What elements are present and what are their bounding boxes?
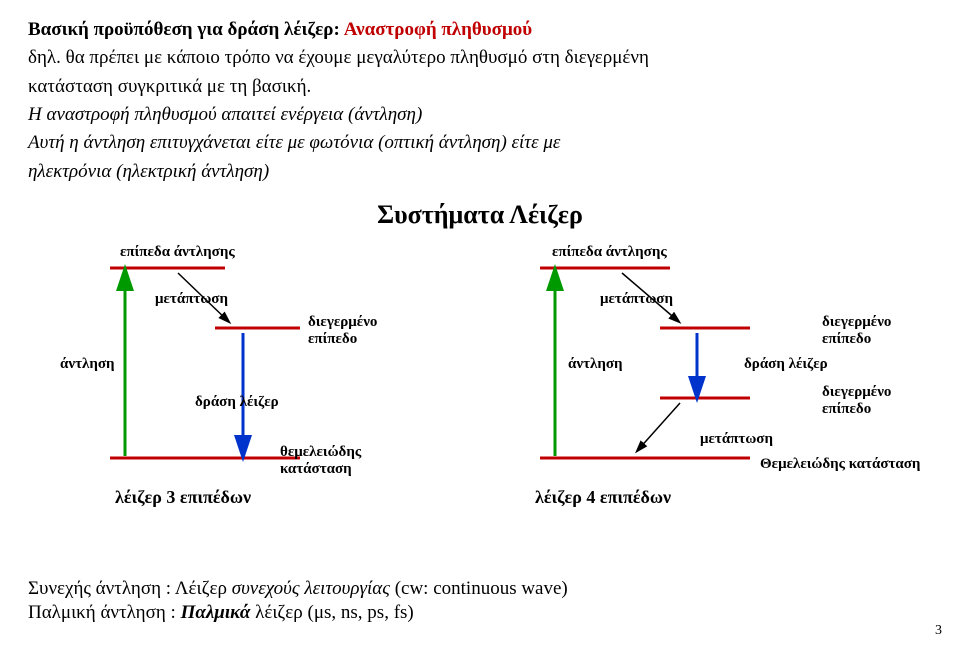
- bottom-2c: λέιζερ (μs, ns, ps, fs): [255, 602, 414, 623]
- l4-excited-label1: διεγερμένο: [822, 314, 891, 330]
- intro-line6: ηλεκτρόνια (ηλεκτρική άντληση): [28, 160, 932, 184]
- bottom-1c: (cw: continuous wave): [395, 578, 568, 599]
- l4-laser-action-label: δράση λέιζερ: [744, 356, 828, 372]
- intro-line1b: Αναστροφή πληθυσμού: [344, 19, 532, 40]
- l3-caption: λέιζερ 3 επιπέδων: [115, 487, 251, 507]
- l3-ground-label2: κατάσταση: [280, 461, 352, 477]
- systems-title: Συστήματα Λέιζερ: [377, 200, 583, 229]
- l4-caption: λέιζερ 4 επιπέδων: [535, 487, 671, 507]
- l3-ground-label1: θεμελειώδης: [280, 444, 362, 460]
- l4-transition2-label: μετάπτωση: [700, 431, 773, 447]
- bottom-1b: συνεχούς λειτουργίας: [232, 578, 390, 599]
- l4-ground-label: Θεμελειώδης κατάσταση: [760, 456, 920, 472]
- l4-transition-label: μετάπτωση: [600, 291, 673, 307]
- intro-line3: κατάσταση συγκριτικά με τη βασική.: [28, 75, 932, 99]
- l4-inter-label2: επίπεδο: [822, 401, 871, 417]
- intro-line5: Αυτή η άντληση επιτυγχάνεται είτε με φωτ…: [28, 131, 932, 155]
- intro-block: Βασική προϋπόθεση για δράση λέιζερ: Ανασ…: [0, 0, 960, 184]
- l3-excited-label2: επίπεδο: [308, 331, 357, 347]
- l3-pump-levels-label: επίπεδα άντλησης: [120, 244, 235, 260]
- l4-inter-label1: διεγερμένο: [822, 384, 891, 400]
- bottom-2a: Παλμική άντληση :: [28, 602, 181, 623]
- bottom-text: Συνεχής άντληση : Λέιζερ συνεχούς λειτου…: [0, 578, 960, 624]
- diagram-svg: Συστήματα Λέιζερ επίπεδα άντλησης μετάπτ…: [0, 188, 960, 548]
- page-number: 3: [935, 623, 942, 639]
- l3-laser-action-label: δράση λέιζερ: [195, 394, 279, 410]
- l4-pump-levels-label: επίπεδα άντλησης: [552, 244, 667, 260]
- bottom-2b: Παλμικά: [181, 602, 251, 623]
- l3-transition-label: μετάπτωση: [155, 291, 228, 307]
- intro-line4: Η αναστροφή πληθυσμού απαιτεί ενέργεια (…: [28, 103, 932, 127]
- bottom-1a: Συνεχής άντληση : Λέιζερ: [28, 578, 232, 599]
- intro-line1a: Βασική προϋπόθεση για δράση λέιζερ:: [28, 19, 340, 40]
- l4-transition-bottom: [638, 403, 680, 450]
- intro-line2: δηλ. θα πρέπει με κάποιο τρόπο να έχουμε…: [28, 46, 932, 70]
- l3-excited-label1: διεγερμένο: [308, 314, 377, 330]
- l3-pump-label: άντληση: [60, 356, 115, 372]
- l4-pump-label: άντληση: [568, 356, 623, 372]
- l4-excited-label2: επίπεδο: [822, 331, 871, 347]
